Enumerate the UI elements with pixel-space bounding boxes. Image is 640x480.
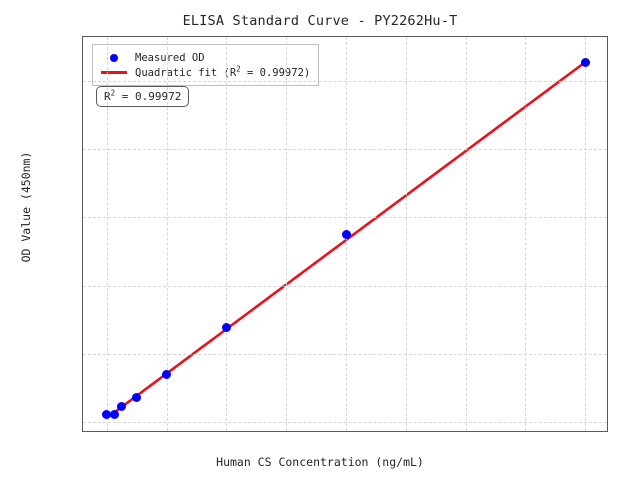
- gridline-vertical: [465, 37, 467, 431]
- legend-line-icon: [99, 71, 129, 74]
- y-axis-tick: [82, 149, 83, 150]
- data-point-marker: [102, 410, 112, 420]
- y-axis-tick: [82, 422, 83, 423]
- legend-label-quadratic-fit: Quadratic fit (R2 = 0.99972): [135, 64, 311, 79]
- legend-label-measured-od: Measured OD: [135, 51, 205, 64]
- gridline-vertical: [405, 37, 407, 431]
- data-point-marker: [221, 323, 231, 333]
- y-axis-label: OD Value (450nm): [19, 151, 33, 263]
- gridline-horizontal: [83, 353, 607, 355]
- gridline-vertical: [226, 37, 228, 431]
- data-point-marker: [580, 57, 590, 67]
- legend-item-measured-od[interactable]: Measured OD: [99, 50, 310, 65]
- gridline-vertical: [106, 37, 108, 431]
- gridline-vertical: [166, 37, 168, 431]
- chart-legend[interactable]: Measured OD Quadratic fit (R2 = 0.99972): [92, 44, 320, 86]
- gridline-horizontal: [83, 422, 607, 424]
- data-point-marker: [162, 369, 172, 379]
- gridline-vertical: [525, 37, 527, 431]
- y-axis-tick: [82, 286, 83, 287]
- chart-title: ELISA Standard Curve - PY2262Hu-T: [182, 13, 458, 29]
- gridline-horizontal: [83, 148, 607, 150]
- gridline-horizontal: [83, 285, 607, 287]
- y-axis-tick: [82, 217, 83, 218]
- r2-annotation-box: R2 = 0.99972: [96, 86, 190, 107]
- y-axis-tick: [82, 81, 83, 82]
- legend-marker-dot-icon: [99, 53, 129, 62]
- data-point-marker: [109, 410, 119, 420]
- data-point-marker: [117, 402, 127, 412]
- data-point-marker: [341, 229, 351, 239]
- gridline-vertical: [585, 37, 587, 431]
- y-axis-tick: [82, 354, 83, 355]
- legend-item-quadratic-fit[interactable]: Quadratic fit (R2 = 0.99972): [99, 65, 310, 80]
- gridline-horizontal: [83, 217, 607, 219]
- plot-area: Measured OD Quadratic fit (R2 = 0.99972)…: [82, 36, 608, 432]
- gridline-horizontal: [83, 80, 607, 82]
- gridline-vertical: [286, 37, 288, 431]
- x-axis-label: Human CS Concentration (ng/mL): [216, 455, 424, 469]
- data-point-marker: [132, 392, 142, 402]
